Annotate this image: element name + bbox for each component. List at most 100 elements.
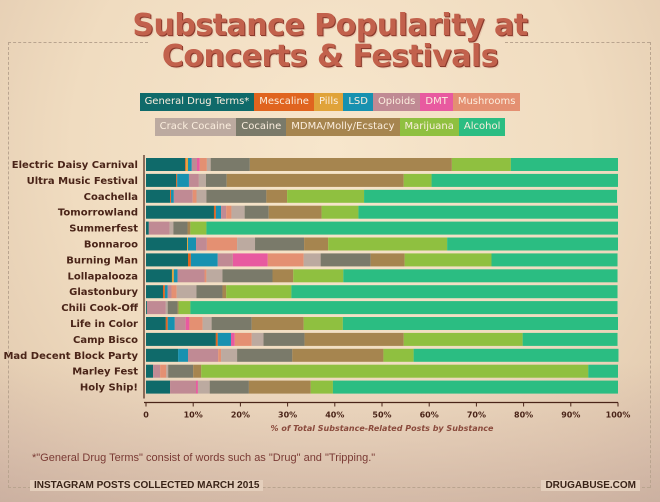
bar-segment-marijuana xyxy=(201,364,589,378)
bar-segment-mushrooms xyxy=(189,317,203,330)
bar-segment-mushrooms xyxy=(267,253,304,267)
bar-segment-mushrooms xyxy=(171,285,177,299)
frame-border xyxy=(505,42,650,43)
bar-segment-marijuana xyxy=(321,205,359,219)
category-label: Glastonbury xyxy=(69,287,138,298)
bar-segment-alcohol xyxy=(522,332,618,346)
x-tick-label: 100% xyxy=(606,411,631,420)
bar-segment-general-drug-terms xyxy=(146,205,214,219)
bar-segment-mdma-molly-ecstacy xyxy=(370,253,405,267)
bar-segment-dmt xyxy=(196,158,200,171)
bar-segment-marijuana xyxy=(293,269,344,283)
bar-segment-opioids xyxy=(173,189,193,203)
bar-segment-marijuana xyxy=(190,221,207,235)
bar-segment-mescaline xyxy=(176,173,178,187)
title-line-2: Concerts & Festivals xyxy=(161,39,499,74)
bar-segment-marijuana xyxy=(403,332,523,346)
bar-segment-opioids xyxy=(196,237,207,251)
bar-segment-general-drug-terms xyxy=(146,158,186,171)
bar-segment-crack-cocaine xyxy=(165,301,168,315)
footer-site: DRUGABUSE.COM xyxy=(541,480,640,491)
bar-segment-mdma-molly-ecstacy xyxy=(268,205,322,219)
bar-segment-mushrooms xyxy=(192,189,197,203)
x-tick-label: 10% xyxy=(184,411,203,420)
bar-segment-general-drug-terms xyxy=(146,253,189,267)
bar-segment-mushrooms xyxy=(204,269,207,283)
bar-segment-lsd xyxy=(215,205,222,219)
bar-segment-general-drug-terms xyxy=(146,269,172,283)
bar-segment-cocaine xyxy=(263,332,305,346)
bar-segment-crack-cocaine xyxy=(166,364,169,378)
bar-segment-mushrooms xyxy=(160,364,167,378)
x-tick-label: 80% xyxy=(514,411,533,420)
bar-segment-opioids xyxy=(153,364,161,378)
bar-segment-lsd xyxy=(188,237,197,251)
frame-border xyxy=(8,42,148,43)
legend-item-general-drug-terms: General Drug Terms* xyxy=(139,93,255,111)
bar-segment-general-drug-terms xyxy=(146,317,166,330)
bar-segment-mushrooms xyxy=(199,158,207,171)
footnote: *"General Drug Terms" consist of words s… xyxy=(32,452,376,464)
bar-segment-mdma-molly-ecstacy xyxy=(304,237,329,251)
x-tick-label: 90% xyxy=(561,411,580,420)
bar-segment-alcohol xyxy=(491,253,618,267)
bar-segment-marijuana xyxy=(178,301,191,315)
bar-segment-mushrooms xyxy=(206,237,238,251)
bar-segment-mdma-molly-ecstacy xyxy=(272,269,294,283)
bar-segment-opioids xyxy=(188,348,219,362)
x-tick-label: 70% xyxy=(467,411,486,420)
bar-segment-mushrooms xyxy=(226,205,232,219)
bar-segment-general-drug-terms xyxy=(146,301,147,315)
bar-segment-crack-cocaine xyxy=(231,205,245,219)
bar-segment-alcohol xyxy=(447,237,618,251)
legend-item-mdma-molly-ecstacy: MDMA/Molly/Ecstacy xyxy=(286,118,400,136)
bar-segment-cocaine xyxy=(206,189,267,203)
category-label: Ultra Music Festival xyxy=(27,176,138,187)
bar-segment-mushrooms xyxy=(234,332,252,346)
legend-item-crack-cocaine: Crack Cocaine xyxy=(154,118,237,136)
bar-segment-cocaine xyxy=(196,285,223,299)
bar-segment-mdma-molly-ecstacy xyxy=(226,173,404,187)
bar-segment-opioids xyxy=(217,253,233,267)
bar-segment-general-drug-terms xyxy=(146,237,188,251)
category-label: Holy Ship! xyxy=(80,383,138,394)
bar-segment-opioids xyxy=(170,380,197,394)
category-label: Mad Decent Block Party xyxy=(3,351,138,362)
legend-item-marijuana: Marijuana xyxy=(399,118,459,136)
bar-segment-cocaine xyxy=(244,205,269,219)
bar-segment-crack-cocaine xyxy=(197,380,210,394)
bar-segment-alcohol xyxy=(190,301,618,315)
legend-row-2: Crack Cocaine Cocaine MDMA/Molly/Ecstacy Ma… xyxy=(0,118,660,136)
bar-segment-marijuana xyxy=(226,285,292,299)
x-tick-label: 0 xyxy=(143,411,149,420)
x-tick-label: 60% xyxy=(420,411,439,420)
bar-segment-opioids xyxy=(177,269,205,283)
bar-segment-lsd xyxy=(177,173,189,187)
bar-segment-mdma-molly-ecstacy xyxy=(193,364,202,378)
bar-segment-opioids xyxy=(146,301,166,315)
bar-segment-lsd xyxy=(173,269,178,283)
bar-segment-alcohol xyxy=(364,189,618,203)
category-label: Bonnaroo xyxy=(84,240,138,251)
bar-segment-general-drug-terms xyxy=(146,189,171,203)
category-label: Coachella xyxy=(84,192,138,203)
bar-segment-general-drug-terms xyxy=(146,173,177,187)
bar-segment-marijuana xyxy=(287,189,365,203)
legend-item-cocaine: Cocaine xyxy=(236,118,287,136)
bar-segment-pills xyxy=(171,269,174,283)
title-line-1: Substance Popularity at xyxy=(132,8,528,43)
bar-segment-general-drug-terms xyxy=(146,380,171,394)
bar-segment-lsd xyxy=(188,158,192,171)
frame-border xyxy=(8,42,9,488)
bar-segment-mdma-molly-ecstacy xyxy=(266,189,288,203)
bar-segment-alcohol xyxy=(588,364,618,378)
footer-source: INSTAGRAM POSTS COLLECTED MARCH 2015 xyxy=(30,480,264,491)
bar-segment-cocaine xyxy=(167,301,178,315)
x-tick-label: 20% xyxy=(231,411,250,420)
bar-segment-alcohol xyxy=(358,205,618,219)
x-tick-label: 40% xyxy=(325,411,344,420)
bar-segment-dmt xyxy=(196,380,198,394)
frame-border xyxy=(8,487,650,488)
bar-segment-pills xyxy=(186,158,189,171)
bar-segment-opioids xyxy=(148,221,170,235)
